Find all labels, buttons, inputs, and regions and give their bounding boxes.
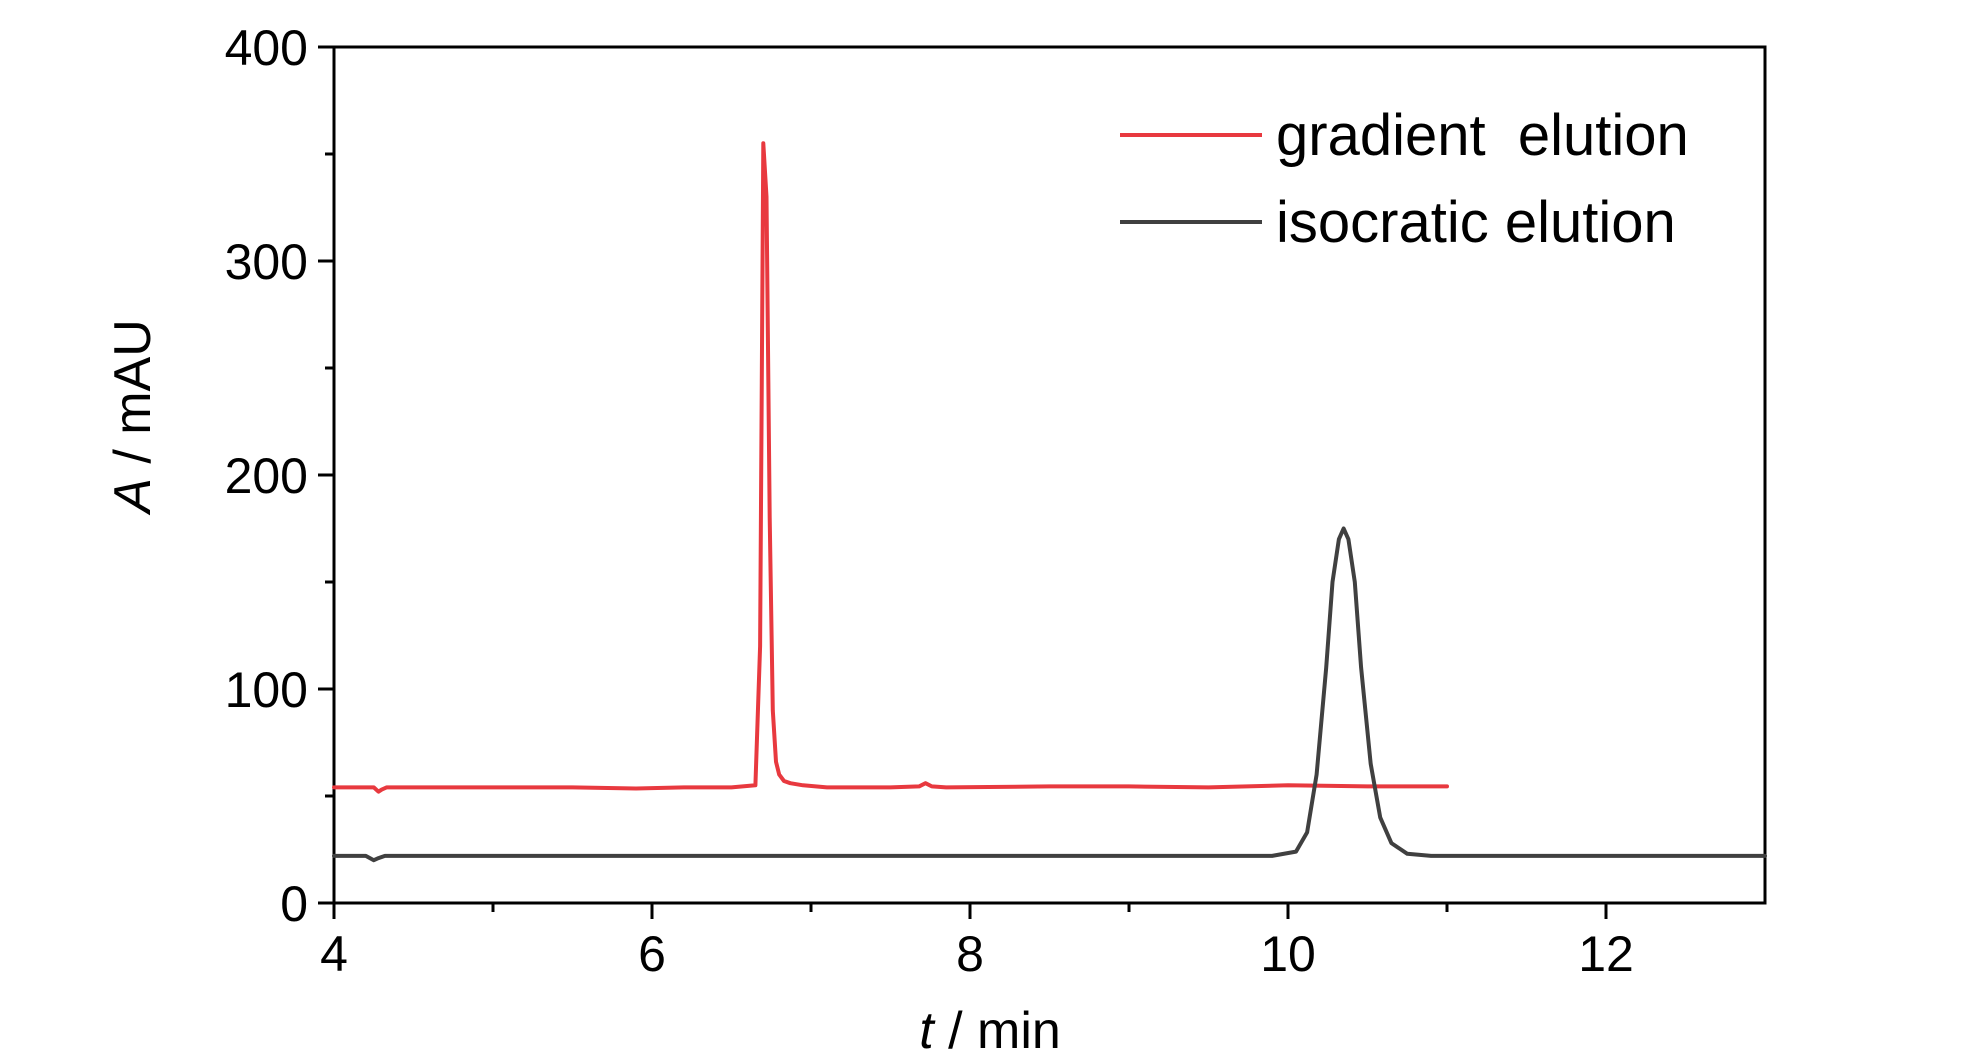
- y-axis-variable: A: [104, 478, 162, 516]
- y-axis-unit: / mAU: [104, 319, 162, 478]
- x-tick-label-8: 8: [956, 926, 984, 982]
- legend: gradient elution isocratic elution: [1120, 103, 1689, 255]
- x-tick-label-4: 4: [320, 926, 348, 982]
- x-tick-label-10: 10: [1260, 926, 1316, 982]
- y-tick-label-300: 300: [225, 234, 308, 290]
- y-tick-label-200: 200: [225, 448, 308, 504]
- legend-label-isocratic-elution: isocratic elution: [1276, 190, 1676, 255]
- x-tick-label-12: 12: [1578, 926, 1634, 982]
- legend-label-gradient-elution: gradient elution: [1276, 103, 1689, 168]
- plot-frame: [332, 45, 1767, 905]
- x-tick-label-6: 6: [638, 926, 666, 982]
- series-group: [332, 141, 1767, 863]
- y-tick-label-400: 400: [225, 20, 308, 76]
- series-line-isocratic-elution: [332, 526, 1767, 863]
- x-axis-unit: / min: [934, 1002, 1061, 1060]
- y-axis-label: A / mAU: [104, 319, 162, 516]
- y-tick-label-0: 0: [280, 876, 308, 932]
- x-axis-variable: t: [919, 1002, 936, 1060]
- x-axis-label: t / min: [919, 1002, 1061, 1060]
- series-line-gradient-elution: [332, 141, 1449, 794]
- y-tick-label-100: 100: [225, 662, 308, 718]
- ticks-group: 4 6 8 10 12 0 100 200 300 400: [225, 20, 1634, 982]
- plot-frame-group: [332, 45, 1767, 905]
